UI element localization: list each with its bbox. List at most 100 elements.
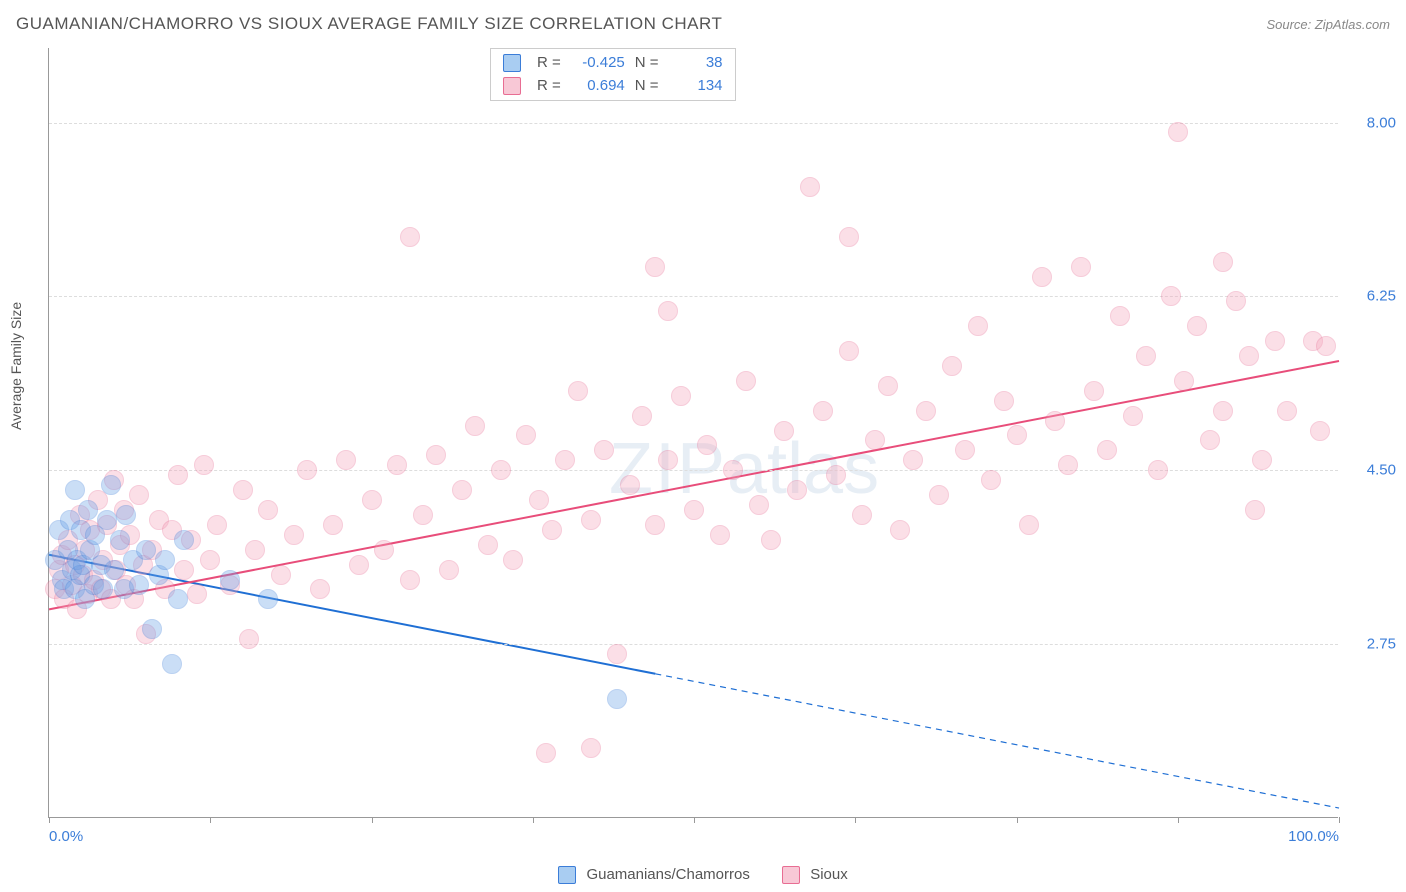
data-point [800, 177, 820, 197]
data-point [233, 480, 253, 500]
data-point [555, 450, 575, 470]
swatch-series-2 [503, 77, 521, 95]
data-point [1097, 440, 1117, 460]
data-point [168, 465, 188, 485]
data-point [890, 520, 910, 540]
data-point [93, 579, 113, 599]
gridline [49, 470, 1338, 471]
data-point [1174, 371, 1194, 391]
data-point [761, 530, 781, 550]
data-point [310, 579, 330, 599]
data-point [994, 391, 1014, 411]
y-tick-label: 4.50 [1367, 462, 1396, 479]
stats-row-1: R = -0.425 N = 38 [503, 52, 723, 75]
data-point [104, 560, 124, 580]
data-point [362, 490, 382, 510]
data-point [155, 550, 175, 570]
data-point [929, 485, 949, 505]
data-point [903, 450, 923, 470]
legend-item-1: Guamanians/Chamorros [558, 866, 754, 883]
data-point [536, 743, 556, 763]
data-point [607, 689, 627, 709]
data-point [297, 460, 317, 480]
data-point [1245, 500, 1265, 520]
data-point [400, 570, 420, 590]
data-point [207, 515, 227, 535]
x-tick [694, 817, 695, 823]
data-point [1110, 306, 1130, 326]
data-point [452, 480, 472, 500]
data-point [581, 738, 601, 758]
data-point [607, 644, 627, 664]
data-point [1265, 331, 1285, 351]
data-point [787, 480, 807, 500]
chart-title: GUAMANIAN/CHAMORRO VS SIOUX AVERAGE FAMI… [16, 14, 722, 34]
data-point [1316, 336, 1336, 356]
data-point [387, 455, 407, 475]
data-point [1058, 455, 1078, 475]
y-axis-label: Average Family Size [8, 302, 24, 430]
r-value-1: -0.425 [571, 52, 625, 75]
n-label-1: N = [635, 52, 659, 75]
x-tick-label: 0.0% [49, 828, 83, 845]
legend-label-1: Guamanians/Chamorros [586, 866, 749, 883]
data-point [839, 227, 859, 247]
r-label-1: R = [537, 52, 561, 75]
data-point [174, 560, 194, 580]
data-point [852, 505, 872, 525]
data-point [110, 530, 130, 550]
data-point [516, 425, 536, 445]
data-point [1136, 346, 1156, 366]
data-point [1310, 421, 1330, 441]
x-tick [1339, 817, 1340, 823]
data-point [594, 440, 614, 460]
y-tick-label: 2.75 [1367, 636, 1396, 653]
data-point [581, 510, 601, 530]
data-point [439, 560, 459, 580]
data-point [239, 629, 259, 649]
data-point [981, 470, 1001, 490]
data-point [774, 421, 794, 441]
data-point [865, 430, 885, 450]
data-point [658, 301, 678, 321]
data-point [1226, 291, 1246, 311]
data-point [400, 227, 420, 247]
data-point [78, 500, 98, 520]
gridline [49, 123, 1338, 124]
data-point [187, 584, 207, 604]
data-point [839, 341, 859, 361]
data-point [878, 376, 898, 396]
n-value-1: 38 [669, 52, 723, 75]
data-point [97, 510, 117, 530]
legend: Guamanians/Chamorros Sioux [0, 866, 1406, 884]
data-point [116, 505, 136, 525]
data-point [1239, 346, 1259, 366]
data-point [671, 386, 691, 406]
data-point [942, 356, 962, 376]
data-point [1187, 316, 1207, 336]
n-value-2: 134 [669, 75, 723, 98]
data-point [245, 540, 265, 560]
data-point [1148, 460, 1168, 480]
x-tick [49, 817, 50, 823]
stats-box: R = -0.425 N = 38 R = 0.694 N = 134 [490, 48, 736, 101]
data-point [710, 525, 730, 545]
data-point [323, 515, 343, 535]
data-point [258, 589, 278, 609]
data-point [168, 589, 188, 609]
data-point [529, 490, 549, 510]
data-point [684, 500, 704, 520]
data-point [968, 316, 988, 336]
data-point [813, 401, 833, 421]
data-point [336, 450, 356, 470]
data-point [200, 550, 220, 570]
legend-label-2: Sioux [810, 866, 848, 883]
data-point [620, 475, 640, 495]
data-point [284, 525, 304, 545]
data-point [1277, 401, 1297, 421]
source-label: Source: ZipAtlas.com [1266, 17, 1390, 32]
x-tick [533, 817, 534, 823]
data-point [749, 495, 769, 515]
data-point [568, 381, 588, 401]
r-value-2: 0.694 [571, 75, 625, 98]
